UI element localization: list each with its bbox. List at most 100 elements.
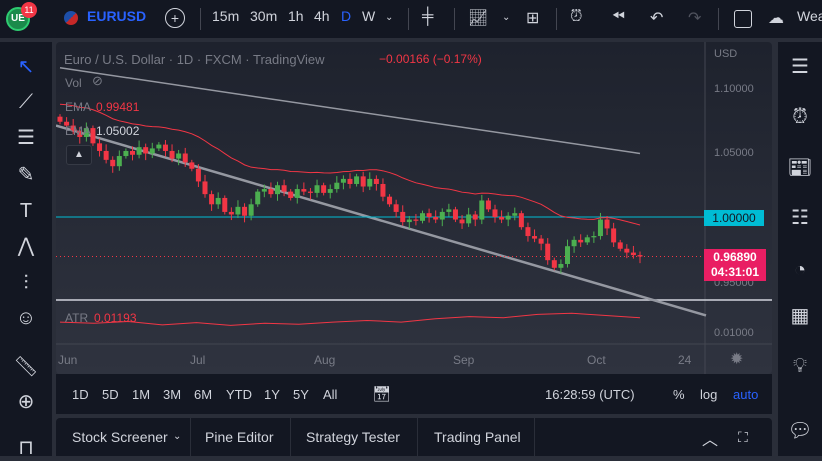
chart-pane[interactable]: Euro / U.S. Dollar · 1D · FXCM · Trading… <box>56 42 772 374</box>
candle-body <box>597 219 603 237</box>
interval-30m[interactable]: 30m <box>250 8 278 24</box>
chat-icon[interactable]: 💬︎ <box>787 420 813 442</box>
candle-body <box>578 239 584 243</box>
weather-label[interactable]: Wea <box>797 8 822 24</box>
replay-icon[interactable]: ⏪︎ <box>612 8 625 25</box>
candle-body <box>387 196 393 205</box>
log-toggle[interactable]: log <box>700 387 718 402</box>
ruler-icon[interactable]: 📏︎ <box>13 356 39 378</box>
candle-body <box>532 236 538 239</box>
percent-toggle[interactable]: % <box>673 387 685 402</box>
candle-body <box>433 217 439 220</box>
vol-label: Vol <box>65 76 82 90</box>
candle-body <box>413 219 419 221</box>
brush-icon[interactable]: ✎ <box>17 164 35 186</box>
chevron-down-icon[interactable]: ⌄ <box>502 12 511 23</box>
candle-body <box>466 214 472 224</box>
indicators-icon[interactable]: 📈︎ <box>468 10 489 27</box>
interval-1h[interactable]: 1h <box>288 8 304 24</box>
collapse-legend-button[interactable]: ▲ <box>66 145 92 165</box>
flag-icon <box>64 11 78 25</box>
emoji-icon[interactable]: ☺ <box>15 307 37 329</box>
interval-15m[interactable]: 15m <box>212 8 240 24</box>
top-toolbar: UE 11 EURUSD + 15m 30m 1h 4h D W ⌄ ╪ 📈︎ … <box>0 0 822 38</box>
fullscreen-icon[interactable] <box>734 10 752 28</box>
candle-body <box>584 237 590 243</box>
candle-body <box>571 239 577 247</box>
candle-body <box>64 121 70 126</box>
alert-add-icon[interactable]: ⏰︎ <box>570 8 583 25</box>
candles-icon[interactable]: ╪ <box>422 8 434 25</box>
redo-icon[interactable]: ↷ <box>688 10 702 27</box>
bar-countdown: 04:31:01 <box>710 265 760 279</box>
candle-body <box>275 185 280 195</box>
candle-body <box>367 178 373 187</box>
candle-body <box>136 147 142 155</box>
candle-body <box>123 150 129 157</box>
layout-grid-icon[interactable]: ⊞ <box>526 10 540 27</box>
candle-body <box>57 116 63 122</box>
ema-label: EMA <box>65 100 92 114</box>
range-all[interactable]: All <box>323 387 338 402</box>
candle-body <box>400 211 406 223</box>
candle-body <box>492 209 498 217</box>
watchlist-icon[interactable]: ☰ <box>791 56 809 78</box>
pattern-icon[interactable]: ⋀ <box>17 235 35 257</box>
zoom-icon[interactable]: ⊕ <box>17 391 35 413</box>
candle-body <box>347 178 353 184</box>
interval-4h[interactable]: 4h <box>314 8 330 24</box>
candle-body <box>558 263 564 268</box>
clock-time[interactable]: 16:28:59 (UTC) <box>545 387 635 402</box>
range-5d[interactable]: 5D <box>102 387 119 402</box>
alarm-clock-icon[interactable]: ⏰︎ <box>792 106 808 128</box>
candle-body <box>228 211 234 215</box>
ideas-icon[interactable]: ☷ <box>791 207 809 229</box>
ema2-value: 1.05002 <box>96 124 140 138</box>
prediction-icon[interactable]: ⫶ <box>23 272 29 294</box>
trendline-icon[interactable]: ⟋ <box>19 91 33 113</box>
symbol-search[interactable]: EURUSD <box>87 8 147 24</box>
eye-hidden-icon[interactable]: ⊘ <box>92 73 103 88</box>
range-1d[interactable]: 1D <box>72 387 89 402</box>
candle-body <box>189 162 195 169</box>
hotlist-icon[interactable]: ◔ <box>793 259 807 281</box>
candle-body <box>70 125 76 131</box>
chevron-up-icon[interactable]: ︿ <box>702 432 719 449</box>
interval-d[interactable]: D <box>341 8 352 24</box>
candle-body <box>301 189 307 192</box>
magnet-icon[interactable]: ⊓ <box>18 437 34 459</box>
range-3m[interactable]: 3M <box>163 387 182 402</box>
calendar-icon[interactable]: ▦ <box>790 305 810 327</box>
maximize-icon[interactable]: ⛶ <box>738 429 748 445</box>
tab-pine-editor[interactable]: Pine Editor <box>205 429 274 445</box>
candle-body <box>630 252 636 256</box>
currency-selector[interactable]: USD <box>714 48 738 60</box>
candle-body <box>90 128 96 144</box>
range-5y[interactable]: 5Y <box>293 387 309 402</box>
cursor-icon[interactable]: ↖ <box>17 56 35 78</box>
price-chart[interactable] <box>56 42 772 374</box>
lightbulb-icon[interactable]: 💡︎ <box>793 355 807 377</box>
range-ytd[interactable]: YTD <box>226 387 252 402</box>
compare-add-icon[interactable]: + <box>165 8 185 28</box>
range-6m[interactable]: 6M <box>194 387 213 402</box>
candle-body <box>459 219 465 224</box>
text-icon[interactable]: T <box>19 200 33 222</box>
range-1m[interactable]: 1M <box>132 387 151 402</box>
news-icon[interactable]: 📰︎ <box>787 157 813 179</box>
tab-stock-screener[interactable]: Stock Screener <box>72 429 168 445</box>
goto-date-icon[interactable]: 📅︎ <box>372 386 392 403</box>
cloud-icon[interactable]: ☁︎ <box>768 10 784 27</box>
range-1y[interactable]: 1Y <box>264 387 280 402</box>
interval-w[interactable]: W <box>362 8 376 24</box>
tab-trading-panel[interactable]: Trading Panel <box>434 429 521 445</box>
undo-icon[interactable]: ↶ <box>650 10 664 27</box>
bottom-panel: Stock Screener ⌄ Pine Editor Strategy Te… <box>56 418 772 456</box>
tab-strategy-tester[interactable]: Strategy Tester <box>306 429 400 445</box>
chevron-down-icon[interactable]: ⌄ <box>385 12 394 23</box>
candle-body <box>83 128 89 137</box>
fib-icon[interactable]: ☰ <box>17 127 35 149</box>
chevron-down-icon[interactable]: ⌄ <box>173 431 182 442</box>
settings-gear-icon[interactable]: ✹ <box>730 351 744 368</box>
auto-toggle[interactable]: auto <box>733 387 759 402</box>
